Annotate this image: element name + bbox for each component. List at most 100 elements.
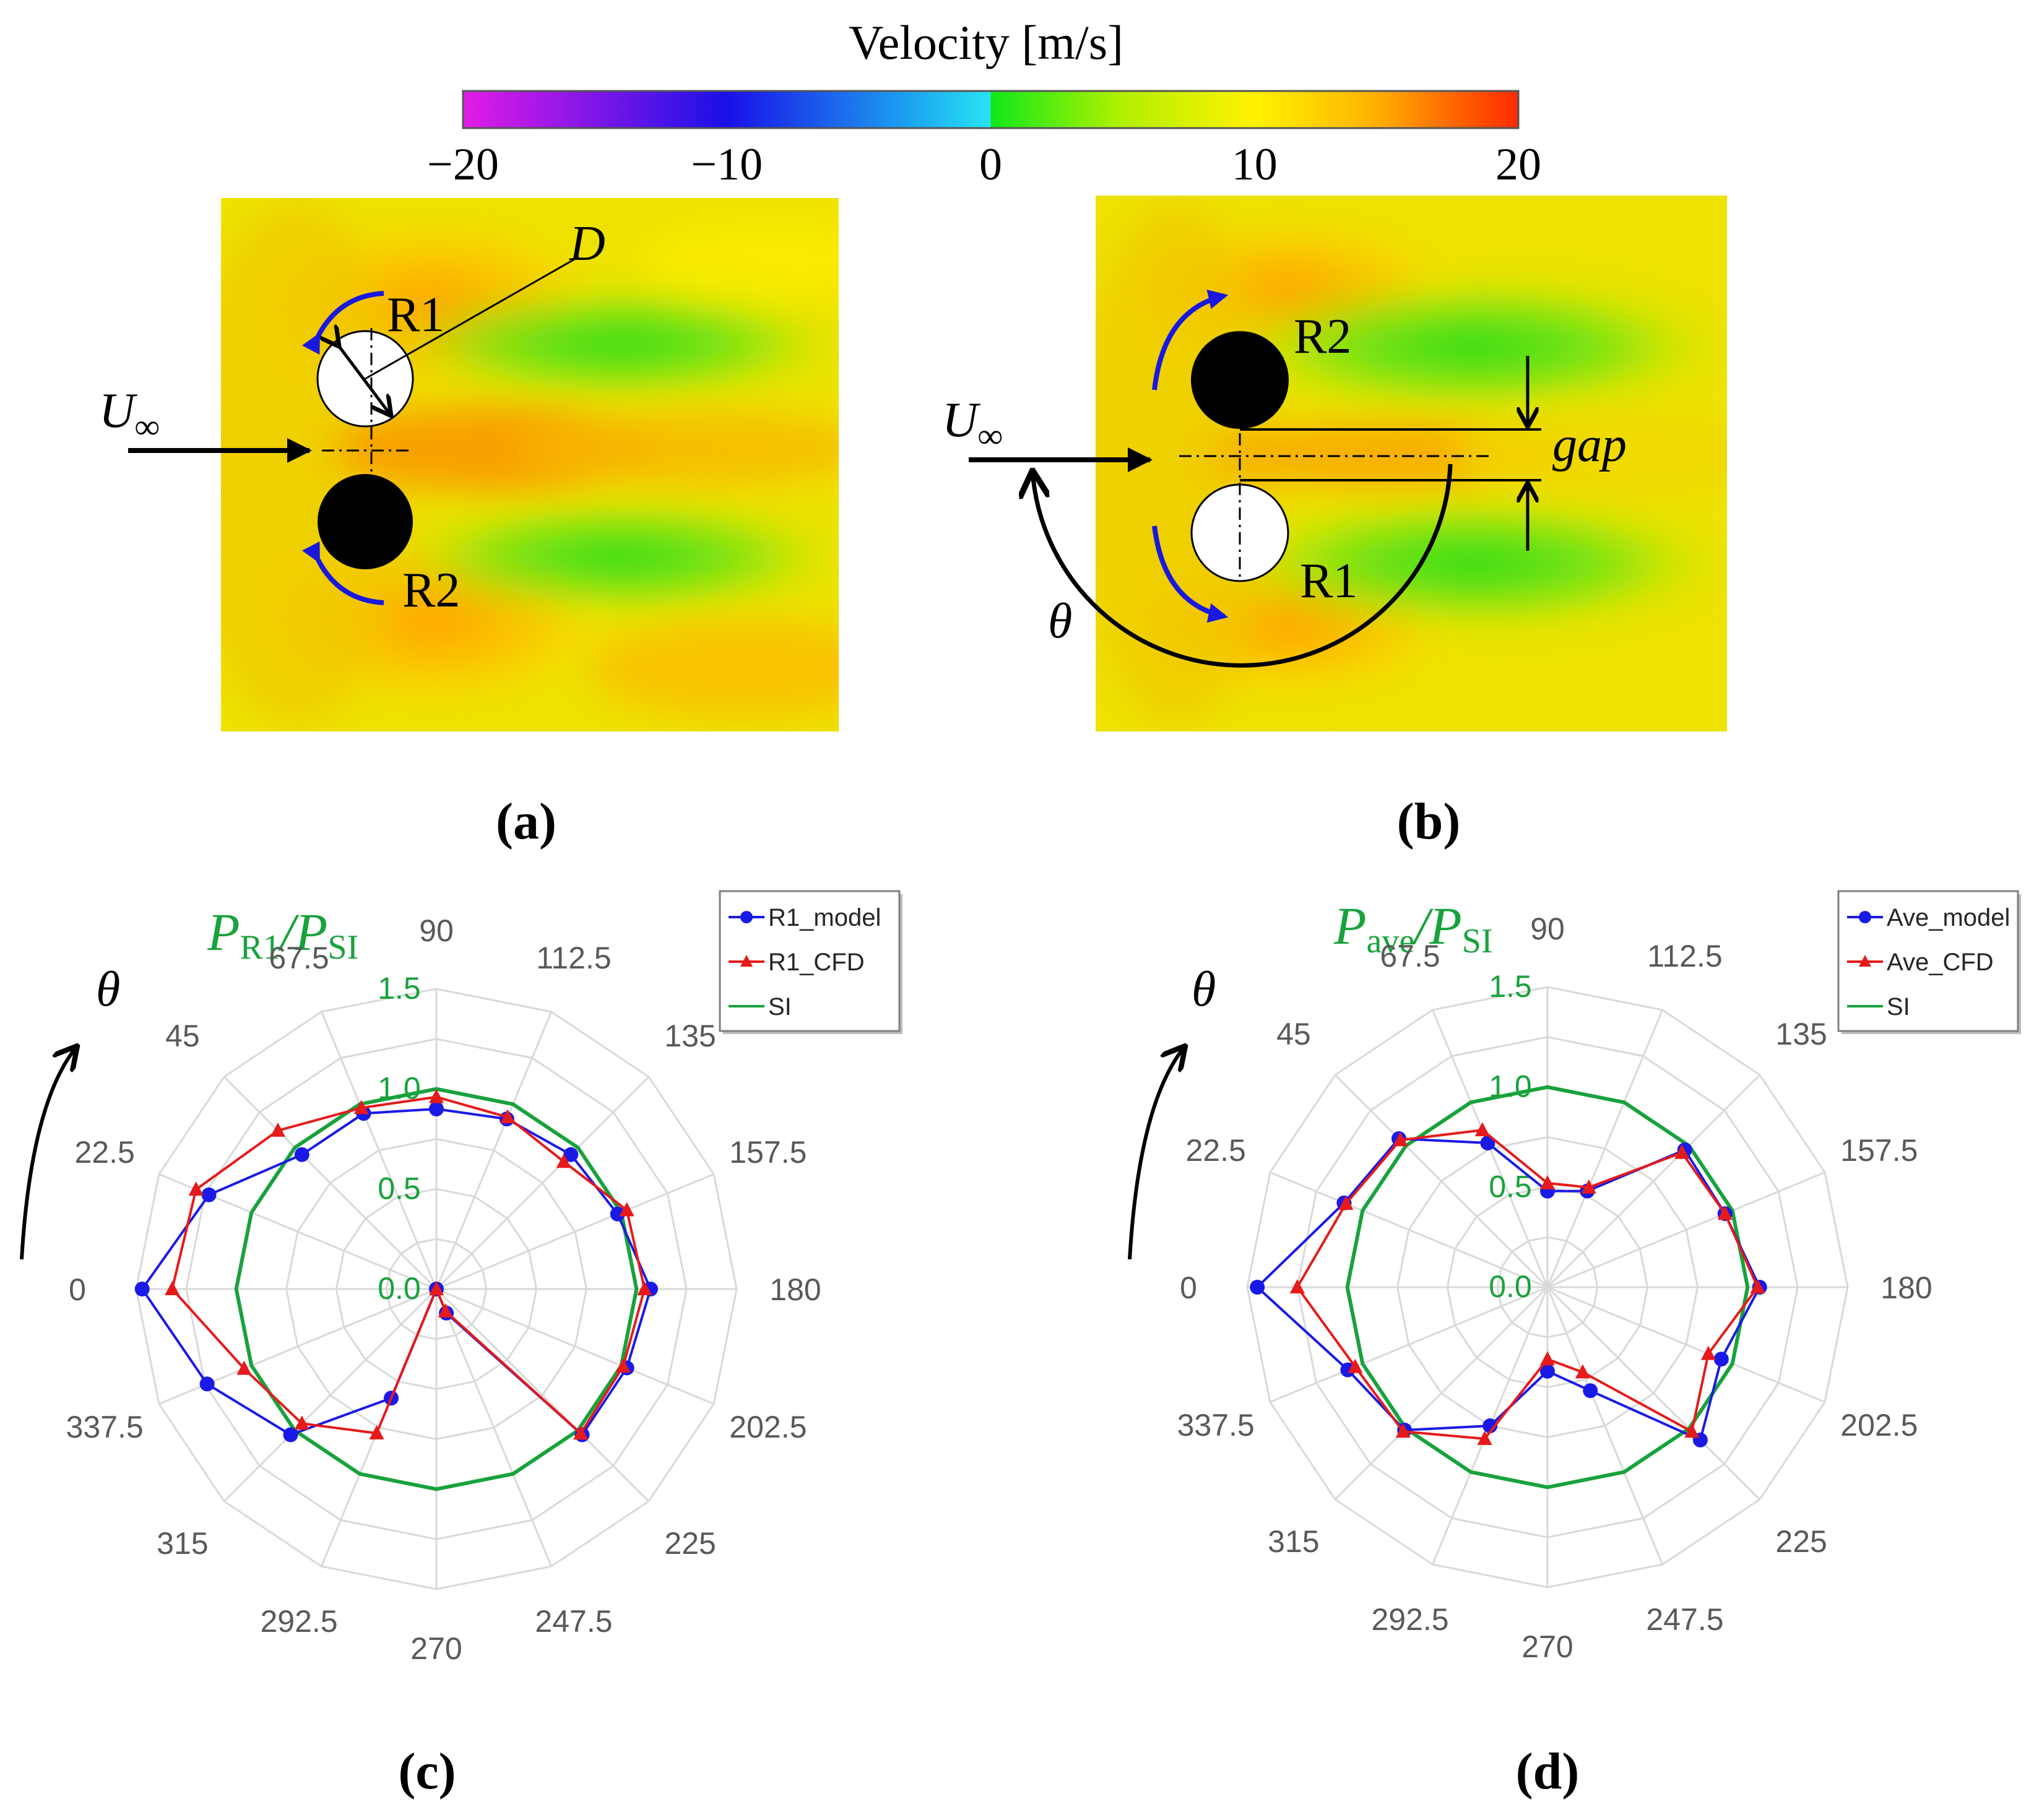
radar-spoke (1547, 1171, 1825, 1288)
radar-radial-tick-label: 1.5 (378, 971, 421, 1006)
radar-point-triangle (1581, 1179, 1596, 1194)
radar-series-line (1345, 1085, 1750, 1490)
radar-spoke (1334, 1074, 1549, 1288)
radar-point-circle (1540, 1363, 1555, 1379)
radar-category-label: 112.5 (536, 941, 611, 975)
radar-point-triangle (1289, 1279, 1305, 1293)
legend-swatch-marker (1859, 911, 1871, 923)
legend-swatch-marker (740, 911, 753, 923)
radar-point-triangle (353, 1100, 369, 1115)
colorbar-title: Velocity [m/s] (849, 15, 1123, 69)
radar-category-label: 22.5 (74, 1135, 134, 1170)
radar-category-label: 315 (1268, 1524, 1319, 1559)
radar-point-circle (429, 1102, 444, 1116)
radar-spoke (223, 1288, 438, 1503)
colorbar-tick-label: −10 (691, 139, 763, 190)
radar-point-triangle (556, 1154, 571, 1168)
legend-entry-label: SI (768, 993, 792, 1020)
diameter-label: D (569, 217, 605, 271)
radar-point-triangle (1540, 1351, 1555, 1366)
radar-point-triangle (1750, 1279, 1765, 1293)
rotor-b-bottom-label: R1 (1300, 554, 1357, 608)
rotor-a-bottom-label: R2 (402, 563, 460, 618)
radar-point-circle (283, 1427, 298, 1443)
radar-point-circle (1250, 1280, 1265, 1295)
radar-point-triangle (1338, 1196, 1354, 1210)
colorbar-gradient (462, 90, 1520, 129)
legend-entry-label: Ave_model (1887, 904, 2010, 931)
radar-spoke (1546, 1287, 1663, 1565)
radar-spoke (436, 1288, 714, 1405)
radar-point-circle (1583, 1383, 1598, 1399)
radar-c-title: PR1/PSI (207, 902, 358, 967)
radar-category-label: 337.5 (66, 1410, 144, 1444)
angle-label: θ (1048, 594, 1072, 649)
radar-radial-tick-label: 0.0 (378, 1271, 421, 1306)
legend-entry-label: R1_model (768, 904, 881, 931)
radar-point-circle (563, 1147, 579, 1162)
panel-b: R2 R1 gap θ U∞ (b) (942, 196, 1727, 850)
colorbar-tick-label: 10 (1232, 139, 1278, 190)
radar-point-circle (201, 1187, 217, 1202)
colorbar-tick-label: 20 (1495, 139, 1541, 190)
radar-spoke (1334, 1286, 1549, 1501)
radar-point-triangle (438, 1303, 453, 1318)
radar-d-title: Pave/PSI (1333, 896, 1493, 960)
radar-spoke (435, 1076, 650, 1290)
radar-point-triangle (1540, 1175, 1555, 1189)
radar-spoke (321, 1011, 438, 1290)
radar-point-circle (199, 1376, 215, 1392)
panel-a: R1 R2 D U∞ (a) (99, 198, 839, 850)
radar-point-triangle (165, 1281, 180, 1295)
radar-category-label: 135 (664, 1019, 716, 1053)
radar-category-label: 112.5 (1647, 939, 1722, 973)
radar-category-label: 292.5 (1371, 1602, 1448, 1637)
inflow-label-a: U∞ (99, 384, 160, 446)
radar-d-direction-arrow (1128, 1046, 1185, 1260)
radar-category-label: 247.5 (1646, 1602, 1723, 1637)
panel-a-label: (a) (496, 793, 556, 850)
radar-category-label: 67.5 (269, 941, 329, 975)
radar-point-triangle (615, 1358, 631, 1373)
radar-d-panel-label: (d) (1516, 1743, 1580, 1800)
radar-d-theta-label: θ (1192, 962, 1216, 1017)
radar-point-triangle (1477, 1430, 1492, 1445)
radar-category-label: 292.5 (260, 1604, 337, 1639)
radar-category-label: 157.5 (729, 1135, 807, 1170)
radar-point-triangle (294, 1415, 309, 1430)
radar-point-triangle (1395, 1423, 1411, 1438)
radar-point-triangle (1717, 1205, 1733, 1220)
radar-point-triangle (637, 1281, 652, 1295)
radar-point-triangle (1393, 1132, 1408, 1147)
radar-category-label: 202.5 (1840, 1408, 1918, 1443)
radar-point-triangle (619, 1202, 634, 1217)
radar-c-panel-label: (c) (398, 1743, 456, 1800)
radar-spoke (435, 1011, 552, 1290)
radar-point-triangle (270, 1122, 285, 1137)
radar-category-label: 22.5 (1185, 1133, 1245, 1168)
radar-category-label: 90 (1530, 912, 1565, 946)
radar-spoke (1270, 1171, 1548, 1288)
radar-c-direction-arrow (20, 1046, 77, 1260)
radar-spoke (1546, 1074, 1761, 1288)
radar-category-label: 225 (664, 1526, 716, 1561)
radar-category-label: 45 (1276, 1017, 1311, 1051)
radar-category-label: 135 (1775, 1017, 1827, 1051)
radar-category-label: 180 (1880, 1270, 1932, 1305)
radar-category-label: 0 (69, 1272, 86, 1307)
radar-point-triangle (369, 1425, 384, 1440)
radar-point-circle (294, 1147, 309, 1162)
radar-category-label: 337.5 (1177, 1408, 1255, 1443)
rotor-b-top (1191, 331, 1289, 429)
radar-chart-c: PR1/PSI θ 0.00.51.01.590112.5135157.5180… (20, 890, 902, 1800)
legend-entry-label: SI (1887, 993, 1910, 1020)
colorbar: Velocity [m/s] −20 −10 0 10 20 (427, 15, 1541, 190)
legend-swatch-marker (740, 955, 753, 967)
radar-spoke (436, 1173, 714, 1290)
legend-entry-label: Ave_CFD (1887, 949, 1994, 976)
radar-point-circle (610, 1206, 625, 1222)
radar-spoke (1547, 1286, 1825, 1403)
radar-category-label: 157.5 (1840, 1133, 1918, 1168)
radar-point-triangle (429, 1281, 444, 1295)
